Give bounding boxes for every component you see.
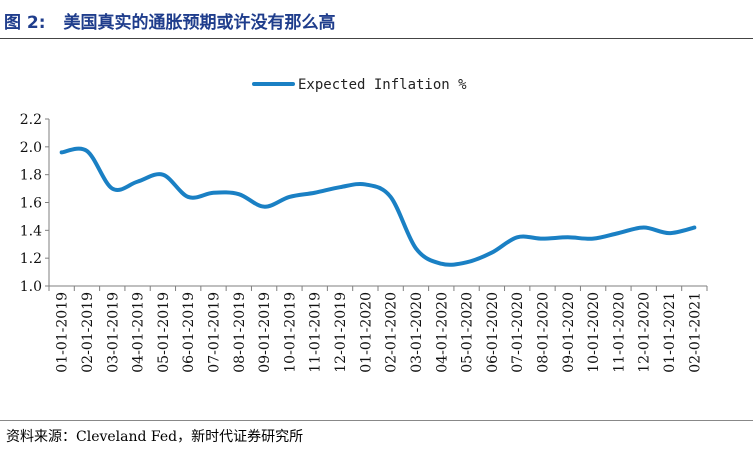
chart-legend: Expected Inflation %	[252, 77, 467, 93]
x-tick-label: 04-01-2019	[131, 292, 147, 373]
series-expected-inflation	[59, 146, 697, 267]
data-point	[667, 231, 671, 235]
x-tick-label: 02-01-2019	[80, 292, 96, 373]
legend-label: Expected Inflation %	[298, 77, 467, 93]
x-tick-label: 11-01-2019	[308, 292, 324, 373]
data-point	[389, 195, 393, 199]
source-note: 资料来源：Cleveland Fed，新时代证券研究所	[6, 429, 304, 445]
y-tick-label: 2.2	[20, 112, 42, 128]
data-point	[692, 226, 696, 230]
figure-title-text: 美国真实的通胀预期或许没有那么高	[63, 13, 336, 33]
y-tick-label: 1.2	[20, 251, 42, 267]
y-tick-label: 1.6	[20, 196, 42, 212]
x-tick-label: 01-01-2021	[662, 292, 678, 373]
data-point	[161, 173, 165, 177]
x-axis: 01-01-2019 02-01-2019 03-01-2019 04-01-2019…	[48, 285, 708, 373]
data-point	[414, 246, 418, 250]
data-point	[136, 180, 140, 184]
x-tick-label: 02-01-2021	[687, 292, 703, 373]
x-tick-label: 01-01-2019	[55, 292, 71, 373]
y-tick-label: 1.0	[20, 279, 42, 295]
data-point	[439, 262, 443, 266]
data-point	[237, 192, 241, 196]
x-tick-label: 06-01-2019	[181, 292, 197, 373]
y-tick-label: 1.8	[20, 168, 42, 184]
x-tick-label: 10-01-2020	[586, 292, 602, 373]
data-point	[60, 150, 64, 154]
y-tick-label: 1.4	[20, 223, 42, 239]
x-tick-label: 02-01-2020	[384, 292, 400, 373]
x-tick-label: 03-01-2019	[105, 292, 121, 373]
x-tick-label: 05-01-2019	[156, 292, 172, 373]
x-tick-label: 07-01-2020	[510, 292, 526, 373]
data-point	[591, 237, 595, 241]
series-line	[59, 146, 697, 267]
data-point	[313, 191, 317, 195]
data-point	[287, 195, 291, 199]
x-tick-label: 01-01-2020	[358, 292, 374, 373]
data-point	[85, 149, 89, 153]
data-point	[186, 195, 190, 199]
x-tick-label: 10-01-2019	[282, 292, 298, 373]
x-tick-label: 09-01-2020	[561, 292, 577, 373]
figure-title: 图 2: 美国真实的通胀预期或许没有那么高	[4, 8, 336, 33]
data-point	[515, 235, 519, 239]
data-point	[262, 205, 266, 209]
x-tick-label: 11-01-2020	[611, 292, 627, 373]
x-tick-label: 07-01-2019	[207, 292, 223, 373]
x-tick-label: 08-01-2019	[232, 292, 248, 373]
x-tick-label: 08-01-2020	[536, 292, 552, 373]
data-point	[541, 237, 545, 241]
x-tick-label: 05-01-2020	[460, 292, 476, 373]
x-tick-label: 12-01-2019	[333, 292, 349, 373]
data-point	[616, 231, 620, 235]
line-chart: Expected Inflation % 1.0 1.2 1.4 1.6 1.8 2.0 2…	[20, 77, 708, 373]
footer-divider	[0, 420, 753, 421]
data-point	[212, 191, 216, 195]
x-tick-label: 04-01-2020	[434, 292, 450, 373]
data-point	[642, 226, 646, 230]
x-tick-label: 06-01-2020	[485, 292, 501, 373]
data-point	[363, 182, 367, 186]
data-point	[465, 260, 469, 264]
x-tick-label: 12-01-2020	[637, 292, 653, 373]
data-point	[338, 185, 342, 189]
x-tick-label: 09-01-2019	[257, 292, 273, 373]
figure-number: 图 2:	[4, 13, 46, 33]
data-point	[566, 235, 570, 239]
y-axis: 1.0 1.2 1.4 1.6 1.8 2.0 2.2	[20, 112, 50, 295]
data-point	[110, 187, 114, 191]
data-point	[490, 251, 494, 255]
title-divider	[0, 38, 753, 39]
x-tick-label: 03-01-2020	[409, 292, 425, 373]
y-tick-label: 2.0	[20, 140, 42, 156]
